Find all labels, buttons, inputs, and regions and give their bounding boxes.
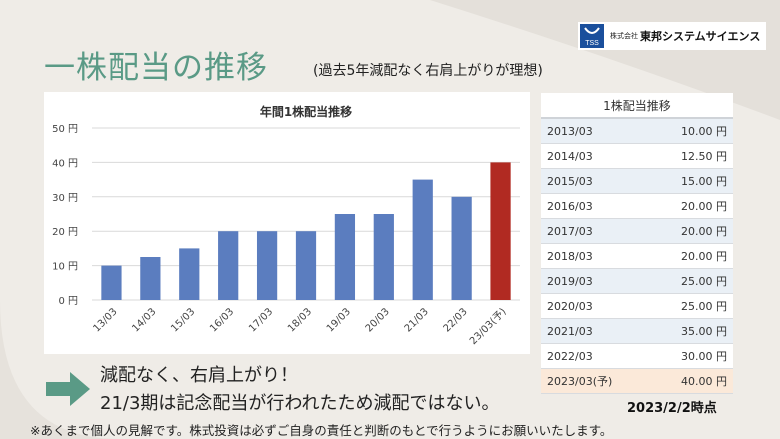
y-tick-label: 0 円 xyxy=(58,296,78,307)
logo-company-prefix: 株式会社 xyxy=(610,32,638,40)
tss-logo-icon: TSS xyxy=(580,24,604,48)
table-period-cell: 2022/03 xyxy=(541,343,651,369)
x-tick-label: 18/03 xyxy=(286,306,314,334)
table-value-cell: 20.00 円 xyxy=(650,193,733,219)
x-tick-label: 20/03 xyxy=(364,306,392,334)
table-row: 2015/03 15.00 円 xyxy=(541,168,733,194)
table-row: 2018/03 20.00 円 xyxy=(541,243,733,269)
bar xyxy=(101,265,122,300)
company-logo: TSS 株式会社 東邦システムサイエンス xyxy=(578,22,767,50)
table-value-cell: 35.00 円 xyxy=(650,318,733,344)
table-value-cell: 40.00 円 xyxy=(650,368,733,394)
y-tick-label: 20 円 xyxy=(52,227,78,238)
as-of-date: 2023/2/2時点 xyxy=(627,401,717,416)
table-period-cell: 2021/03 xyxy=(541,318,651,344)
table-period-cell: 2017/03 xyxy=(541,218,651,244)
table-row: 2014/03 12.50 円 xyxy=(541,143,733,169)
y-tick-label: 50 円 xyxy=(52,124,78,135)
x-tick-label: 13/03 xyxy=(91,306,119,334)
x-tick-label: 15/03 xyxy=(169,306,197,334)
table-row: 2020/03 25.00 円 xyxy=(541,293,733,319)
bar xyxy=(179,248,200,300)
x-tick-label: 21/03 xyxy=(403,306,431,334)
note-line-1: 減配なく、右肩上がり！ xyxy=(100,365,298,386)
table-value-cell: 12.50 円 xyxy=(650,143,733,169)
dividend-chart-panel: 年間1株配当推移 0 円 10 円 20 円 30 円 40 円 50 円 13/03 14/0… xyxy=(44,92,530,354)
table-row: 2021/03 35.00 円 xyxy=(541,318,733,344)
dividend-table: 1株配当推移 2013/03 10.00 円 2014/03 12.50 円 2015/… xyxy=(541,93,733,394)
table-row: 2017/03 20.00 円 xyxy=(541,218,733,244)
page-subtitle: (過去5年減配なく右肩上がりが理想) xyxy=(313,63,543,79)
y-tick-label: 10 円 xyxy=(52,262,78,273)
bar xyxy=(140,257,161,300)
disclaimer-footnote: ※あくまで個人の見解です。株式投資は必ずご自身の責任と判断のもとで行うようにお願… xyxy=(30,423,613,438)
x-tick-label: 23/03(予) xyxy=(467,306,509,348)
table-row: 2023/03(予) 40.00 円 xyxy=(541,368,733,394)
page-title: 一株配当の推移 xyxy=(44,50,268,86)
x-tick-label: 16/03 xyxy=(208,306,236,334)
table-row: 2022/03 30.00 円 xyxy=(541,343,733,369)
table-period-cell: 2015/03 xyxy=(541,168,651,194)
y-tick-label: 30 円 xyxy=(52,193,78,204)
x-tick-label: 17/03 xyxy=(247,306,275,334)
dividend-bar-chart: 年間1株配当推移 0 円 10 円 20 円 30 円 40 円 50 円 13/03 14/0… xyxy=(52,104,520,348)
logo-mark-text: TSS xyxy=(585,40,599,47)
table-value-cell: 10.00 円 xyxy=(650,118,733,144)
table-value-cell: 25.00 円 xyxy=(650,268,733,294)
bar xyxy=(256,231,278,300)
table-period-cell: 2018/03 xyxy=(541,243,651,269)
table-row: 2016/03 20.00 円 xyxy=(541,193,733,219)
table-value-cell: 20.00 円 xyxy=(650,218,733,244)
table-period-cell: 2014/03 xyxy=(541,143,651,169)
table-period-cell: 2023/03(予) xyxy=(541,368,651,394)
bar xyxy=(490,162,511,300)
bar xyxy=(451,196,472,300)
logo-company-name: 東邦システムサイエンス xyxy=(640,30,761,43)
table-period-cell: 2019/03 xyxy=(541,268,651,294)
bar xyxy=(218,231,239,300)
x-tick-label: 19/03 xyxy=(325,306,353,334)
table-value-cell: 15.00 円 xyxy=(650,168,733,194)
table-value-cell: 30.00 円 xyxy=(650,343,733,369)
bar xyxy=(334,214,356,300)
table-title: 1株配当推移 xyxy=(541,93,733,119)
x-tick-label: 14/03 xyxy=(130,306,158,334)
table-value-cell: 25.00 円 xyxy=(650,293,733,319)
note-line-2: 21/3期は記念配当が行われたため減配ではない。 xyxy=(100,393,500,414)
x-tick-label: 22/03 xyxy=(442,306,470,334)
table-row: 2013/03 10.00 円 xyxy=(541,118,733,144)
bar xyxy=(295,231,317,300)
table-period-cell: 2020/03 xyxy=(541,293,651,319)
table-period-cell: 2013/03 xyxy=(541,118,651,144)
right-arrow-icon xyxy=(46,372,90,406)
chart-title: 年間1株配当推移 xyxy=(260,104,352,119)
bar xyxy=(412,179,433,300)
table-period-cell: 2016/03 xyxy=(541,193,651,219)
table-value-cell: 20.00 円 xyxy=(650,243,733,269)
table-row: 2019/03 25.00 円 xyxy=(541,268,733,294)
bar xyxy=(373,214,394,300)
y-tick-label: 40 円 xyxy=(52,158,78,169)
